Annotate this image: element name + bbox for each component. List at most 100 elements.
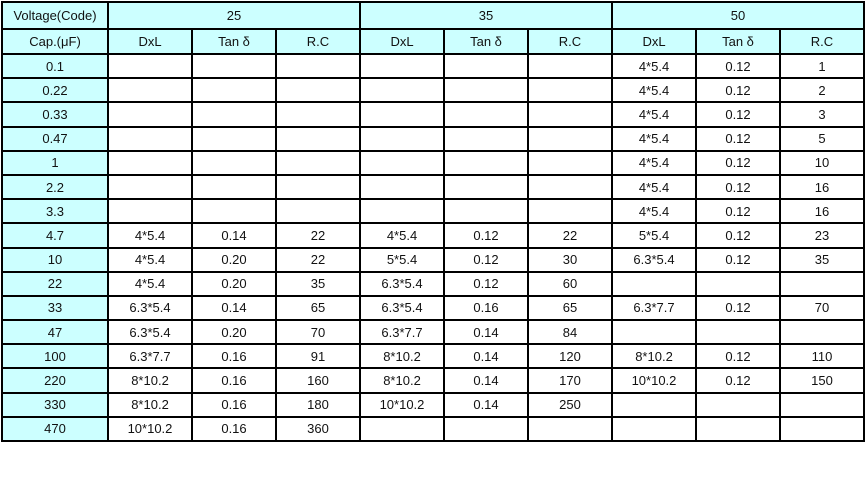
voltage-50-header: 50: [611, 1, 865, 30]
capacitance-cell: 0.22: [1, 77, 109, 104]
dxl-cell: [359, 173, 445, 201]
dxl-cell: 6.3*7.7: [611, 294, 697, 322]
dxl-cell: 6.3*5.4: [611, 246, 697, 273]
rc-header: R.C: [527, 28, 613, 55]
tan-delta-cell: [191, 149, 277, 176]
dxl-cell: 6.3*7.7: [107, 343, 193, 370]
dxl-cell: [359, 101, 445, 128]
dxl-cell: [359, 52, 445, 80]
rc-cell: 110: [779, 343, 865, 370]
tan-delta-cell: 0.12: [443, 246, 529, 273]
dxl-cell: [359, 149, 445, 176]
subcolumn-header-row: Cap.(μF) DxL Tan δ R.C DxL Tan δ R.C DxL…: [1, 28, 865, 55]
tan-delta-cell: [443, 149, 529, 176]
dxl-cell: 4*5.4: [611, 52, 697, 80]
dxl-cell: [359, 125, 445, 152]
table-row: 2.2 4*5.4 0.12 16: [1, 173, 865, 201]
rc-cell: [275, 173, 361, 201]
dxl-cell: 4*5.4: [107, 270, 193, 297]
rc-cell: [527, 415, 613, 443]
tan-delta-cell: [443, 173, 529, 201]
dxl-cell: [107, 149, 193, 176]
rc-cell: [275, 198, 361, 225]
voltage-25-header: 25: [107, 1, 361, 30]
rc-cell: [779, 415, 865, 443]
rc-cell: 30: [527, 246, 613, 273]
tan-delta-header: Tan δ: [443, 28, 529, 55]
dxl-cell: 10*10.2: [611, 367, 697, 394]
tan-delta-cell: [191, 173, 277, 201]
capacitance-cell: 4.7: [1, 222, 109, 249]
capacitance-cell: 33: [1, 294, 109, 322]
rc-cell: 16: [779, 173, 865, 201]
dxl-cell: 4*5.4: [611, 77, 697, 104]
rc-cell: 10: [779, 149, 865, 176]
tan-delta-cell: 0.12: [695, 343, 781, 370]
dxl-cell: 8*10.2: [359, 367, 445, 394]
tan-delta-cell: 0.16: [191, 343, 277, 370]
rc-cell: 5: [779, 125, 865, 152]
tan-delta-cell: 0.12: [695, 198, 781, 225]
tan-delta-cell: [443, 125, 529, 152]
tan-delta-cell: 0.14: [191, 222, 277, 249]
dxl-header: DxL: [359, 28, 445, 55]
tan-delta-cell: 0.16: [443, 294, 529, 322]
dxl-cell: 6.3*5.4: [107, 319, 193, 346]
rc-header: R.C: [275, 28, 361, 55]
capacitance-cell: 47: [1, 319, 109, 346]
tan-delta-cell: [443, 101, 529, 128]
tan-delta-cell: 0.12: [695, 101, 781, 128]
table-row: 0.22 4*5.4 0.12 2: [1, 77, 865, 104]
tan-delta-cell: 0.12: [695, 173, 781, 201]
dxl-cell: [611, 415, 697, 443]
rc-cell: [275, 125, 361, 152]
rc-cell: 120: [527, 343, 613, 370]
dxl-cell: [611, 270, 697, 297]
table-row: 0.1 4*5.4 0.12 1: [1, 52, 865, 80]
table-row: 1 4*5.4 0.12 10: [1, 149, 865, 176]
dxl-cell: [107, 125, 193, 152]
dxl-cell: 4*5.4: [107, 222, 193, 249]
dxl-cell: 6.3*5.4: [359, 270, 445, 297]
capacitance-cell: 330: [1, 391, 109, 418]
rc-cell: 160: [275, 367, 361, 394]
dxl-cell: [107, 173, 193, 201]
dxl-cell: [359, 77, 445, 104]
dxl-cell: [107, 77, 193, 104]
capacitance-cell: 22: [1, 270, 109, 297]
table-row: 3.3 4*5.4 0.12 16: [1, 198, 865, 225]
tan-delta-cell: 0.20: [191, 319, 277, 346]
rc-cell: [779, 391, 865, 418]
rc-cell: 70: [275, 319, 361, 346]
rc-cell: [527, 101, 613, 128]
dxl-cell: 4*5.4: [359, 222, 445, 249]
capacitance-cell: 2.2: [1, 173, 109, 201]
dxl-cell: 10*10.2: [107, 415, 193, 443]
dxl-cell: [359, 198, 445, 225]
tan-delta-cell: [191, 77, 277, 104]
tan-delta-cell: [191, 101, 277, 128]
dxl-cell: 4*5.4: [611, 125, 697, 152]
rc-cell: 170: [527, 367, 613, 394]
table-row: 220 8*10.2 0.16 160 8*10.2 0.14 170 10*10.2 0.12…: [1, 367, 865, 394]
table-row: 33 6.3*5.4 0.14 65 6.3*5.4 0.16 65 6.3*7.7 0.12 7…: [1, 294, 865, 322]
tan-delta-header: Tan δ: [191, 28, 277, 55]
dxl-cell: 6.3*5.4: [359, 294, 445, 322]
capacitance-cell: 220: [1, 367, 109, 394]
rc-cell: 250: [527, 391, 613, 418]
tan-delta-header: Tan δ: [695, 28, 781, 55]
rc-cell: 60: [527, 270, 613, 297]
dxl-cell: 4*5.4: [611, 101, 697, 128]
rc-cell: 35: [275, 270, 361, 297]
table-row: 470 10*10.2 0.16 360: [1, 415, 865, 443]
table-row: 4.7 4*5.4 0.14 22 4*5.4 0.12 22 5*5.4 0.12 23: [1, 222, 865, 249]
tan-delta-cell: 0.16: [191, 367, 277, 394]
rc-cell: 180: [275, 391, 361, 418]
rc-cell: 35: [779, 246, 865, 273]
capacitance-cell: 10: [1, 246, 109, 273]
table-row: 10 4*5.4 0.20 22 5*5.4 0.12 30 6.3*5.4 0.12 35: [1, 246, 865, 273]
capacitance-cell: 3.3: [1, 198, 109, 225]
table-row: 0.47 4*5.4 0.12 5: [1, 125, 865, 152]
dxl-header: DxL: [107, 28, 193, 55]
rc-cell: 23: [779, 222, 865, 249]
